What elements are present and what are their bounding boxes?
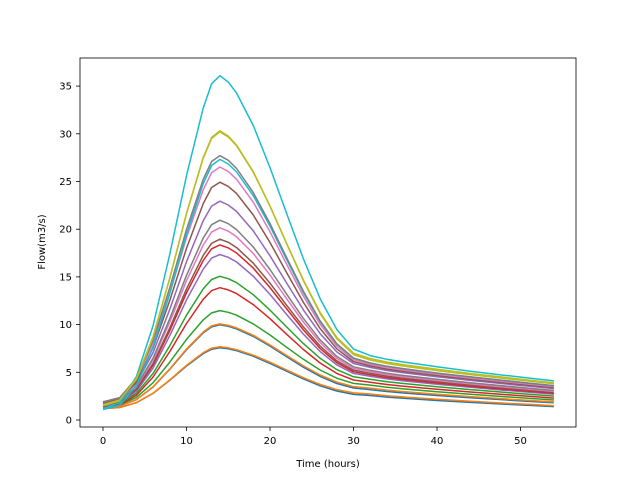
series-line-series-9 — [102, 244, 554, 406]
series-line-series-20 — [102, 131, 554, 406]
axes-frame — [79, 57, 577, 428]
y-tick-label: 0 — [66, 416, 72, 427]
series-line-series-2 — [102, 345, 554, 410]
series-lines — [102, 74, 554, 411]
y-tick-label: 5 — [66, 368, 72, 379]
series-line-series-11 — [102, 227, 554, 405]
x-tick-label: 30 — [347, 436, 360, 447]
y-tick-label: 15 — [59, 272, 72, 283]
series-line-series-12 — [102, 219, 554, 405]
series-line-series-10 — [102, 238, 554, 406]
x-axis-label: Time (hours) — [295, 459, 360, 470]
series-line-series-19 — [102, 74, 554, 410]
y-tick-label: 25 — [59, 177, 72, 188]
x-tick-label: 10 — [180, 436, 193, 447]
series-line-series-14 — [102, 181, 554, 404]
y-axis-ticks: 0 5 10 15 20 25 30 35 — [59, 82, 80, 427]
x-tick-label: 50 — [514, 436, 527, 447]
series-line-series-8 — [102, 253, 554, 407]
y-tick-label: 10 — [59, 320, 72, 331]
y-tick-label: 30 — [59, 129, 72, 140]
series-line-series-4 — [102, 323, 554, 409]
x-tick-label: 0 — [100, 436, 106, 447]
x-axis-ticks: 0 10 20 30 40 50 — [100, 427, 527, 447]
series-line-series-5 — [102, 309, 554, 408]
y-axis-label: Flow(m3/s) — [37, 214, 48, 269]
series-line-series-7 — [102, 275, 554, 407]
x-tick-label: 20 — [264, 436, 277, 447]
x-tick-label: 40 — [431, 436, 444, 447]
y-tick-label: 20 — [59, 225, 72, 236]
series-line-series-17 — [102, 154, 554, 403]
series-line-series-6 — [102, 286, 554, 408]
y-tick-label: 35 — [59, 82, 72, 93]
series-line-series-13 — [102, 200, 554, 404]
